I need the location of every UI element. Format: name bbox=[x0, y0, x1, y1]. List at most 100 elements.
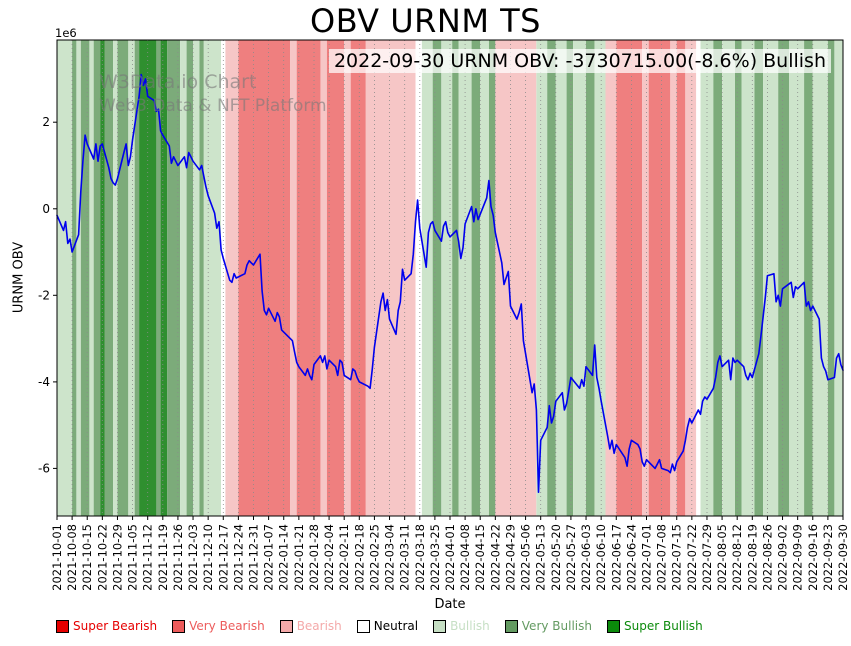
x-tick-label: 2022-03-04 bbox=[383, 524, 397, 591]
sentiment-band-bullish bbox=[421, 40, 433, 516]
sentiment-band-super_bullish bbox=[139, 40, 157, 516]
x-tick-label: 2022-02-18 bbox=[352, 524, 366, 591]
sentiment-band-very_bullish bbox=[199, 40, 204, 516]
sentiment-band-bullish bbox=[763, 40, 779, 516]
legend-swatch bbox=[356, 619, 370, 633]
sentiment-band-bullish bbox=[113, 40, 118, 516]
legend-item-super-bullish: Super Bullish bbox=[607, 619, 703, 633]
x-tick-label: 2022-06-03 bbox=[579, 524, 593, 591]
sentiment-band-very_bullish bbox=[778, 40, 789, 516]
sentiment-band-bullish bbox=[722, 40, 736, 516]
x-tick-label: 2021-10-22 bbox=[95, 524, 109, 591]
sentiment-band-bullish bbox=[441, 40, 453, 516]
legend-label: Bearish bbox=[296, 619, 342, 633]
legend-swatch bbox=[172, 619, 186, 633]
x-tick-label: 2022-04-08 bbox=[458, 524, 472, 591]
x-tick-label: 2021-10-29 bbox=[111, 524, 125, 591]
x-tick-label: 2022-08-26 bbox=[760, 524, 774, 591]
legend-label: Very Bullish bbox=[521, 619, 592, 633]
legend-swatch bbox=[607, 619, 620, 633]
x-tick-label: 2022-06-17 bbox=[609, 524, 623, 591]
sentiment-band-very_bullish bbox=[754, 40, 764, 516]
sentiment-band-very_bearish bbox=[648, 40, 671, 516]
legend-label: Very Bearish bbox=[189, 619, 265, 633]
legend-item-very-bullish: Very Bullish bbox=[504, 619, 592, 633]
sentiment-band-bearish bbox=[495, 40, 537, 516]
sentiment-band-very_bullish bbox=[827, 40, 835, 516]
x-axis-label: Date bbox=[434, 597, 466, 612]
x-tick-label: 2021-11-05 bbox=[126, 524, 140, 591]
x-tick-label: 2022-05-13 bbox=[534, 524, 548, 591]
legend-label: Neutral bbox=[373, 619, 419, 633]
sentiment-band-bullish bbox=[812, 40, 828, 516]
x-tick-label: 2021-11-26 bbox=[171, 524, 185, 591]
x-tick-label: 2022-09-30 bbox=[836, 524, 850, 591]
sentiment-band-very_bullish bbox=[804, 40, 813, 516]
sentiment-band-bullish bbox=[203, 40, 222, 516]
sentiment-band-very_bullish bbox=[156, 40, 161, 516]
sentiment-band-bullish bbox=[536, 40, 548, 516]
sentiment-band-neutral bbox=[415, 40, 422, 516]
x-tick-label: 2021-10-15 bbox=[80, 524, 94, 591]
sentiment-band-bullish bbox=[834, 40, 843, 516]
x-tick-label: 2021-10-08 bbox=[65, 524, 79, 591]
legend-swatch bbox=[433, 619, 447, 633]
sentiment-band-very_bullish bbox=[134, 40, 139, 516]
x-tick-label: 2022-06-10 bbox=[594, 524, 608, 591]
sentiment-band-very_bullish bbox=[713, 40, 722, 516]
sentiment-band-bearish bbox=[225, 40, 239, 516]
y-tick-label: -4 bbox=[38, 375, 50, 389]
x-tick-label: 2022-01-14 bbox=[277, 524, 291, 591]
sentiment-band-very_bullish bbox=[735, 40, 742, 516]
x-tick-label: 2022-03-25 bbox=[428, 524, 442, 591]
sentiment-band-very_bullish bbox=[566, 40, 574, 516]
x-tick-label: 2022-04-15 bbox=[473, 524, 487, 591]
sentiment-band-bullish bbox=[555, 40, 567, 516]
sentiment-band-neutral bbox=[696, 40, 701, 516]
x-tick-label: 2021-12-10 bbox=[201, 524, 215, 591]
y-tick-label: -2 bbox=[38, 288, 50, 302]
x-tick-label: 2022-02-11 bbox=[337, 524, 351, 591]
legend-item-bullish: Bullish bbox=[433, 619, 490, 633]
sentiment-band-bullish bbox=[789, 40, 805, 516]
sentiment-band-super_bullish bbox=[100, 40, 105, 516]
x-tick-label: 2022-02-04 bbox=[322, 524, 336, 591]
sentiment-band-bullish bbox=[741, 40, 755, 516]
x-tick-label: 2022-09-09 bbox=[791, 524, 805, 591]
legend-item-very-bearish: Very Bearish bbox=[172, 619, 265, 633]
y-tick-label: 0 bbox=[42, 202, 50, 216]
sentiment-band-bearish bbox=[344, 40, 351, 516]
sentiment-band-very_bearish bbox=[326, 40, 345, 516]
sentiment-band-bullish bbox=[57, 40, 73, 516]
sentiment-band-very_bearish bbox=[676, 40, 686, 516]
x-tick-label: 2022-08-05 bbox=[715, 524, 729, 591]
x-tick-label: 2021-12-31 bbox=[247, 524, 261, 591]
sentiment-band-very_bullish bbox=[117, 40, 129, 516]
sentiment-band-bearish bbox=[290, 40, 297, 516]
legend: Super Bearish Very Bearish Bearish Neutral B… bbox=[56, 619, 703, 633]
legend-label: Bullish bbox=[450, 619, 490, 633]
x-tick-label: 2022-01-28 bbox=[307, 524, 321, 591]
x-tick-label: 2022-07-08 bbox=[655, 524, 669, 591]
obv-line-series bbox=[56, 73, 844, 494]
y-tick-label: 2 bbox=[42, 115, 50, 129]
sentiment-band-very_bullish bbox=[471, 40, 481, 516]
sentiment-band-bullish bbox=[573, 40, 587, 516]
legend-label: Super Bearish bbox=[73, 619, 158, 633]
x-tick-label: 2022-09-02 bbox=[776, 524, 790, 591]
legend-label: Super Bullish bbox=[624, 619, 703, 633]
chart-title: OBV URNM TS bbox=[310, 2, 541, 40]
x-tick-label: 2022-08-12 bbox=[730, 524, 744, 591]
sentiment-band-bearish bbox=[642, 40, 649, 516]
sentiment-band-bullish bbox=[180, 40, 187, 516]
latest-value-annotation: 2022-09-30 URNM OBV: -3730715.00(-8.6%) … bbox=[328, 49, 831, 73]
sentiment-band-bullish bbox=[76, 40, 81, 516]
x-tick-label: 2022-01-07 bbox=[262, 524, 276, 591]
x-tick-label: 2022-05-20 bbox=[549, 524, 563, 591]
legend-swatch bbox=[279, 619, 293, 633]
sentiment-band-very_bullish bbox=[186, 40, 194, 516]
x-tick-label: 2021-12-24 bbox=[231, 524, 245, 591]
x-tick-label: 2022-03-11 bbox=[398, 524, 412, 591]
legend-item-neutral: Neutral bbox=[356, 619, 419, 633]
